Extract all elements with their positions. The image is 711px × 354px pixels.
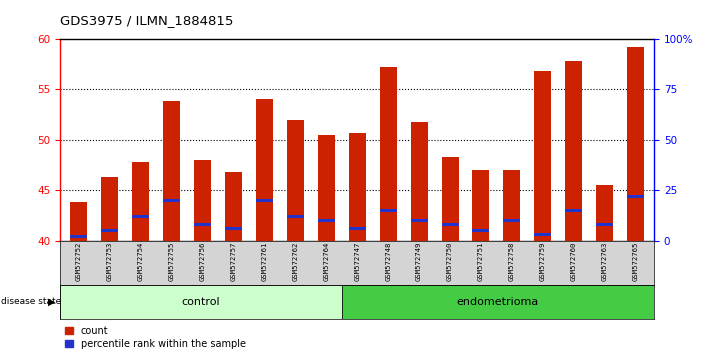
Bar [627, 195, 644, 198]
Bar [565, 209, 582, 212]
Text: GSM572762: GSM572762 [292, 242, 299, 281]
Text: GSM572750: GSM572750 [447, 242, 453, 281]
Text: GSM572763: GSM572763 [602, 242, 608, 281]
Bar [380, 67, 397, 241]
Bar [349, 133, 365, 241]
Bar [596, 185, 613, 241]
Bar [70, 202, 87, 241]
Bar [132, 215, 149, 218]
Bar [194, 160, 211, 241]
Text: GSM572749: GSM572749 [416, 242, 422, 281]
Bar [225, 227, 242, 230]
Text: GSM572765: GSM572765 [633, 242, 638, 281]
Bar [342, 285, 654, 319]
Text: endometrioma: endometrioma [456, 297, 539, 307]
Bar [503, 170, 520, 241]
Bar [256, 99, 273, 241]
Bar [442, 157, 459, 241]
Text: control: control [182, 297, 220, 307]
Text: ▶: ▶ [48, 297, 55, 307]
Text: GSM572752: GSM572752 [76, 242, 82, 281]
Bar [318, 219, 335, 222]
Text: disease state: disease state [1, 297, 61, 306]
Bar [102, 177, 119, 241]
Bar [194, 223, 211, 226]
Text: GSM572756: GSM572756 [200, 242, 205, 281]
Text: GSM572758: GSM572758 [509, 242, 515, 281]
Bar [411, 219, 427, 222]
Bar [60, 285, 342, 319]
Bar [225, 172, 242, 241]
Bar [380, 209, 397, 212]
Bar [164, 102, 181, 241]
Text: GSM572761: GSM572761 [262, 242, 267, 281]
Bar [287, 120, 304, 241]
Bar [256, 199, 273, 202]
Bar [565, 61, 582, 241]
Bar [349, 227, 365, 230]
Text: GSM572748: GSM572748 [385, 242, 391, 281]
Text: GDS3975 / ILMN_1884815: GDS3975 / ILMN_1884815 [60, 14, 234, 27]
Text: GSM572753: GSM572753 [107, 242, 113, 281]
Bar [70, 235, 87, 238]
Bar [318, 135, 335, 241]
Bar [596, 223, 613, 226]
Bar [164, 199, 181, 202]
Text: GSM572751: GSM572751 [478, 242, 484, 281]
Bar [442, 223, 459, 226]
Bar [534, 233, 551, 236]
Bar [472, 229, 489, 232]
Bar [534, 71, 551, 241]
Bar [287, 215, 304, 218]
Bar [102, 229, 119, 232]
Bar [503, 219, 520, 222]
Bar [411, 122, 427, 241]
Text: GSM572754: GSM572754 [138, 242, 144, 281]
Text: GSM572760: GSM572760 [571, 242, 577, 281]
Bar [132, 162, 149, 241]
Text: GSM572747: GSM572747 [354, 242, 360, 281]
Text: GSM572755: GSM572755 [169, 242, 175, 281]
Legend: count, percentile rank within the sample: count, percentile rank within the sample [65, 326, 246, 349]
Text: GSM572759: GSM572759 [540, 242, 546, 281]
Text: GSM572757: GSM572757 [230, 242, 237, 281]
Text: GSM572764: GSM572764 [324, 242, 329, 281]
Bar [472, 170, 489, 241]
Bar [627, 47, 644, 241]
